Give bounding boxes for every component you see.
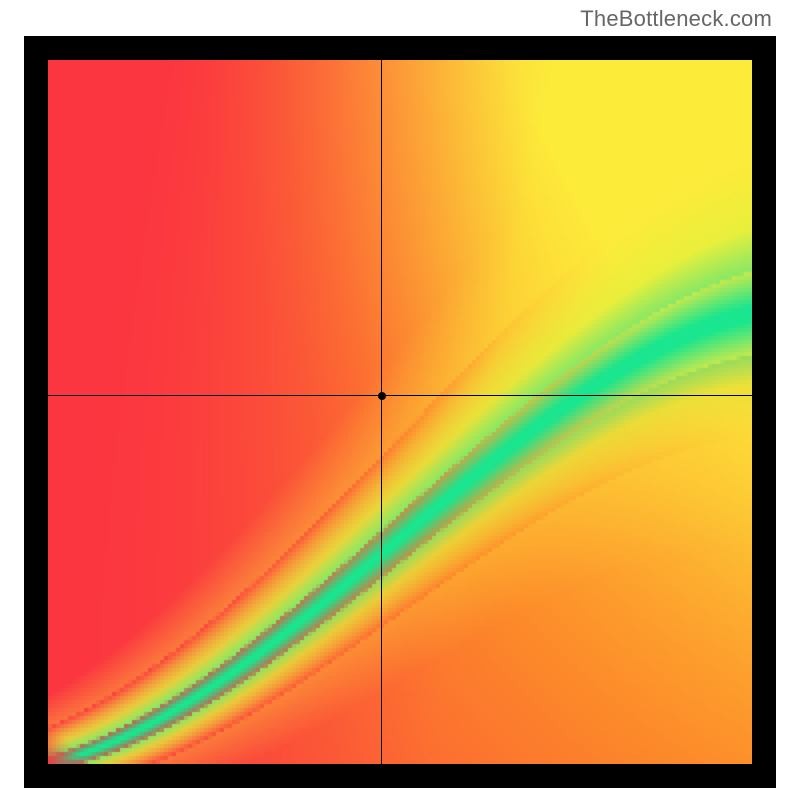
- crosshair-dot: [378, 392, 386, 400]
- crosshair-horizontal: [48, 395, 752, 396]
- crosshair-vertical: [381, 60, 382, 764]
- heatmap-canvas: [48, 60, 752, 764]
- watermark-text: TheBottleneck.com: [580, 6, 772, 32]
- chart-frame: [24, 36, 776, 788]
